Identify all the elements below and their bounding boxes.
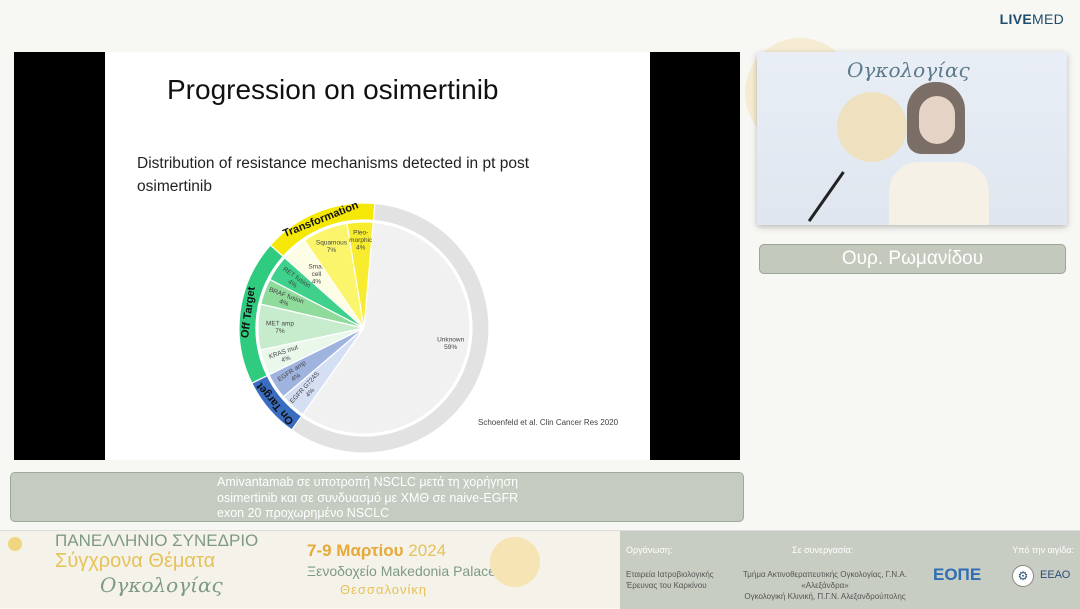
slide-title: Progression on osimertinib	[167, 74, 499, 105]
sunburst-chart: Unknown 59%EGFR G724S4%EGFR amp4%On Targe…	[238, 199, 490, 454]
org-text: Εταιρεία Ιατροβιολογικής Έρευνας του Καρκ…	[626, 570, 714, 590]
collab-text: Τμήμα Ακτινοθεραπευτικής Ογκολογίας, Γ.Ν…	[743, 570, 907, 601]
conference-subtitle-2: Ογκολογίας	[100, 573, 223, 597]
org-heading: Οργάνωση:	[626, 545, 673, 555]
conference-venue: Ξενοδοχείο Makedonia Palace	[307, 563, 496, 579]
eeao-logo: ΕΕΑΟ	[1040, 569, 1071, 581]
conference-city: Θεσσαλονίκη	[340, 582, 428, 597]
banner-decor-circle	[490, 537, 540, 587]
caption-line: Amivantamab σε υποτροπή NSCLC μετά τη χο…	[217, 475, 519, 489]
livemed-logo: LIVEMED	[999, 11, 1064, 27]
eeao-emblem-icon: ⚙	[1012, 565, 1034, 587]
banner-decor-icon	[8, 537, 22, 551]
ring-transformation	[269, 202, 376, 258]
caption-line: osimertinib και σε συνδυασμό με ΧΜΘ σε n…	[217, 490, 519, 505]
aegis-heading: Υπό την αιγίδα:	[1012, 545, 1074, 555]
presentation-video: Unknown 59% EGFR G724S4% EGFR amp4% On Targe…	[14, 52, 740, 460]
slice-label: Squamous 7%	[316, 239, 348, 254]
slice-pleo-morphic	[346, 221, 374, 329]
slice-unknown	[301, 221, 471, 435]
backdrop-text: Ογκολογίας	[847, 58, 970, 82]
speaker-name: Ουρ. Ρωμανίδου	[759, 244, 1066, 274]
slide-subtitle: Distribution of resistance mechanisms de…	[137, 155, 529, 195]
slide: Unknown 59% EGFR G724S4% EGFR amp4% On Targe…	[105, 52, 650, 460]
speaker-figure	[889, 82, 989, 225]
conference-banner: ΠΑΝΕΛΛΗΝΙΟ ΣΥΝΕΔΡΙΟ Σύγχρονα Θέματα Ογκο…	[0, 530, 1080, 609]
caption-line: exon 20 προχωρημένο NSCLC	[217, 506, 390, 520]
conference-subtitle: Σύγχρονα Θέματα	[55, 550, 216, 572]
backdrop-circle	[837, 92, 907, 162]
collab-heading: Σε συνεργασία:	[792, 545, 854, 555]
microphone	[807, 171, 845, 223]
organizers-panel: Οργάνωση: Εταιρεία Ιατροβιολογικής Έρευνα…	[620, 531, 1080, 609]
talk-caption: Amivantamab σε υποτροπή NSCLC μετά τη χο…	[10, 472, 744, 522]
slice-label: MET amp 7%	[266, 320, 295, 335]
speaker-camera: Ογκολογίας	[757, 52, 1067, 225]
conference-dates: 7-9 Μαρτίου 2024	[307, 541, 447, 560]
slice-label: Unknown 59%	[437, 336, 464, 351]
slice-label: Pleo-morphic 4%	[349, 229, 373, 251]
conference-title: ΠΑΝΕΛΛΗΝΙΟ ΣΥΝΕΔΡΙΟ	[55, 531, 259, 550]
eope-logo: ΕΟΠΕ	[933, 565, 982, 584]
citation: Schoenfeld et al. Clin Cancer Res 2020	[478, 418, 619, 427]
slice-label: Small cell 4%	[308, 263, 325, 285]
